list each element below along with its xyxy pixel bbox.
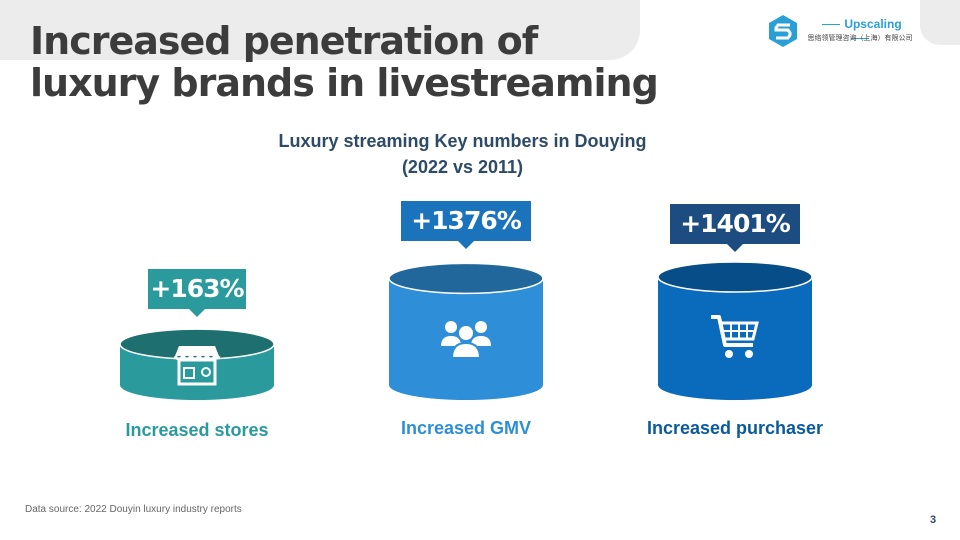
title-banner [0, 0, 640, 60]
storefront-icon [173, 346, 221, 386]
chart-title: Luxury streaming Key numbers in Douying … [180, 128, 745, 180]
data-source-note: Data source: 2022 Douyin luxury industry… [25, 504, 242, 515]
stat-callout-gmv: +1376% [401, 201, 531, 250]
chart-title-line2: (2022 vs 2011) [401, 157, 524, 177]
logo-banner [920, 0, 960, 45]
label-purchaser: Increased purchaser [646, 418, 824, 438]
slide-title: Increased penetration of luxury brands i… [30, 19, 659, 105]
label-stores: Increased stores [125, 420, 269, 440]
stat-callout-stores: +163% [148, 269, 246, 318]
people-icon [441, 320, 491, 359]
cylinder-body-stores [120, 344, 274, 400]
cylinder-top-gmv [388, 262, 544, 295]
slide-title-line2: luxury brands in livestreaming [30, 61, 659, 105]
logo-subtitle: 思络领管理咨询（上海）有限公司 [807, 35, 913, 42]
cylinder-top-purchaser [657, 261, 813, 293]
shopping-cart-icon [711, 315, 759, 358]
slide-title-line1: Increased penetration of [30, 19, 538, 63]
stat-callout-purchaser: +1401% [670, 204, 800, 252]
logo-mark-icon [769, 15, 797, 47]
page-number: 3 [930, 514, 937, 526]
company-logo: Upscaling 思络领管理咨询（上海）有限公司 [764, 12, 914, 48]
label-gmv: Increased GMV [400, 418, 532, 438]
chart-title-line1: Luxury streaming Key numbers in Douying [278, 131, 647, 151]
logo-name: Upscaling [806, 17, 914, 45]
